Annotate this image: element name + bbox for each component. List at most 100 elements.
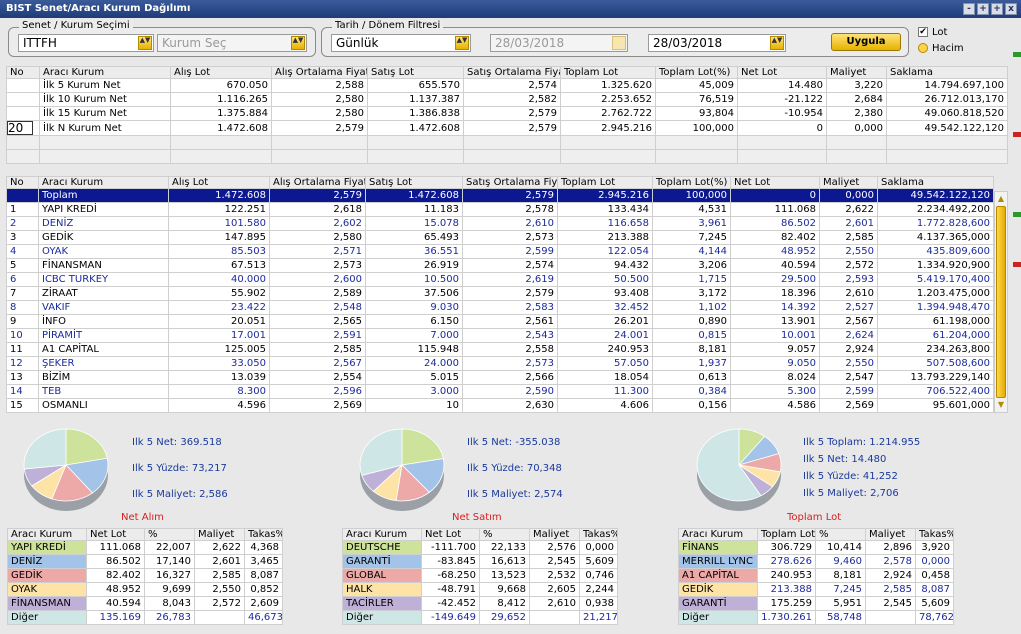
panel-row[interactable]: GARANTİ 175.259 5,951 2,545 5,609 [678, 596, 954, 611]
kurum-select[interactable]: Kurum Seç ▲▼ [157, 34, 307, 52]
apply-button[interactable]: Uygula [831, 33, 901, 51]
summary-header-cell[interactable]: Saklama [886, 66, 1008, 79]
period-dropdown-icon[interactable]: ▲▼ [455, 36, 469, 50]
close-button[interactable]: x [1005, 3, 1017, 15]
summary-header-cell[interactable]: Satış Lot [367, 66, 464, 79]
broker-header-cell[interactable]: Net Lot [730, 176, 820, 189]
lot-checkbox[interactable]: ✔ Lot [918, 27, 947, 38]
panel-row[interactable]: GEDİK 82.402 16,327 2,585 8,087 [7, 568, 283, 583]
end-date-dropdown-icon[interactable]: ▲▼ [770, 36, 784, 50]
panel-row[interactable]: GLOBAL -68.250 13,523 2,532 0,746 [342, 568, 618, 583]
broker-row[interactable]: 1 YAPI KREDİ 122.251 2,618 11.183 2,578 133.43… [6, 202, 994, 217]
broker-row[interactable]: 11 A1 CAPİTAL 125.005 2,585 115.948 2,558 240.… [6, 342, 994, 357]
panel-row[interactable]: Diğer 135.169 26,783 46,673 [7, 610, 283, 625]
broker-row[interactable]: 3 GEDİK 147.895 2,580 65.493 2,573 213.388 7,24… [6, 230, 994, 245]
panel-row[interactable]: DEUTSCHE -111.700 22,133 2,576 0,000 [342, 540, 618, 555]
senet-select[interactable]: ITTFH ▲▼ [18, 34, 154, 52]
panel-header-cell[interactable]: Toplam Lot [757, 528, 816, 541]
broker-row[interactable]: 13 BİZİM 13.039 2,554 5.015 2,566 18.054 0,613 8… [6, 370, 994, 385]
panel-row[interactable]: TACİRLER -42.452 8,412 2,610 0,938 [342, 596, 618, 611]
n-count-input[interactable]: 20 [7, 121, 33, 135]
panel-row[interactable]: HALK -48.791 9,668 2,605 2,244 [342, 582, 618, 597]
panel-header-cell[interactable]: Maliyet [865, 528, 916, 541]
summary-row[interactable]: İlk 15 Kurum Net 1.375.884 2,580 1.386.838 2… [6, 106, 1008, 121]
summary-header-cell[interactable]: Aracı Kurum [39, 66, 171, 79]
panel-cell: 0,000 [915, 554, 954, 569]
panel-row[interactable]: Diğer 1.730.261 58,748 78,762 [678, 610, 954, 625]
maximize-button[interactable]: + [991, 3, 1003, 15]
summary-header-cell[interactable]: Alış Ortalama Fiyat [271, 66, 368, 79]
broker-header-cell[interactable]: No [6, 176, 39, 189]
panel-header-cell[interactable]: Aracı Kurum [678, 528, 758, 541]
panel-header-cell[interactable]: Aracı Kurum [7, 528, 87, 541]
panel-row[interactable]: A1 CAPİTAL 240.953 8,181 2,924 0,458 [678, 568, 954, 583]
panel-row[interactable]: Diğer -149.649 29,652 21,217 [342, 610, 618, 625]
panel-row[interactable]: FİNANS 306.729 10,414 2,896 3,920 [678, 540, 954, 555]
broker-row[interactable]: 5 FİNANSMAN 67.513 2,573 26.919 2,574 94.432 3,… [6, 258, 994, 273]
panel-header-cell[interactable]: % [144, 528, 195, 541]
panel-header-cell[interactable]: Maliyet [194, 528, 245, 541]
broker-header-cell[interactable]: Alış Ortalama Fiyat [269, 176, 366, 189]
broker-row[interactable]: 4 OYAK 85.503 2,571 36.551 2,599 122.054 4,144 4… [6, 244, 994, 259]
period-select[interactable]: Günlük ▲▼ [331, 34, 471, 52]
scroll-up-icon[interactable]: ▲ [997, 194, 1005, 203]
panel-row[interactable]: YAPI KREDİ 111.068 22,007 2,622 4,368 [7, 540, 283, 555]
broker-table-scrollbar[interactable]: ▲ ▼ [994, 191, 1008, 413]
kurum-dropdown-icon[interactable]: ▲▼ [291, 36, 305, 50]
broker-header-cell[interactable]: Saklama [877, 176, 994, 189]
broker-header-cell[interactable]: Maliyet [819, 176, 878, 189]
start-date-field[interactable]: 28/03/2018 [490, 34, 628, 52]
end-date-field[interactable]: 28/03/2018 ▲▼ [648, 34, 786, 52]
summary-header-cell[interactable]: No [6, 66, 40, 79]
broker-header-cell[interactable]: Alış Lot [168, 176, 270, 189]
summary-row[interactable]: İlk 5 Kurum Net 670.050 2,588 655.570 2,574 1… [6, 78, 1008, 93]
scroll-thumb[interactable] [996, 206, 1006, 398]
panel-header-cell[interactable]: Takas% [579, 528, 618, 541]
panel-row[interactable]: DENİZ 86.502 17,140 2,601 3,465 [7, 554, 283, 569]
panel-header-cell[interactable]: % [479, 528, 530, 541]
broker-row[interactable]: 8 VAKIF 23.422 2,548 9.030 2,583 32.452 1,102 14… [6, 300, 994, 315]
panel-row[interactable]: FİNANSMAN 40.594 8,043 2,572 2,609 [7, 596, 283, 611]
summary-row[interactable]: İlk 10 Kurum Net 1.116.265 2,580 1.137.387 2… [6, 92, 1008, 107]
restore-button[interactable]: + [977, 3, 989, 15]
summary-header-cell[interactable]: Maliyet [826, 66, 887, 79]
panel-header-cell[interactable]: Aracı Kurum [342, 528, 422, 541]
broker-total-row[interactable]: Toplam 1.472.608 2,579 1.472.608 2,579 2.945.… [6, 188, 994, 203]
broker-row[interactable]: 12 ŞEKER 33.050 2,567 24.000 2,573 57.050 1,937… [6, 356, 994, 371]
broker-header-cell[interactable]: Toplam Lot(%) [652, 176, 731, 189]
panel-header-cell[interactable]: % [815, 528, 866, 541]
panel-row[interactable]: OYAK 48.952 9,699 2,550 0,852 [7, 582, 283, 597]
panel-header-cell[interactable]: Takas% [915, 528, 954, 541]
minimize-button[interactable]: - [963, 3, 975, 15]
broker-cell: 18.396 [730, 286, 820, 301]
panel-header-cell[interactable]: Maliyet [529, 528, 580, 541]
broker-row[interactable]: 15 OSMANLI 4.596 2,569 10 2,630 4.606 0,156 4.58… [6, 398, 994, 413]
summary-header-cell[interactable]: Toplam Lot [560, 66, 656, 79]
broker-row[interactable]: 6 ICBC TURKEY 40.000 2,600 10.500 2,619 50.500… [6, 272, 994, 287]
hacim-radio[interactable]: Hacim [918, 43, 964, 54]
start-date-icon[interactable] [612, 36, 626, 50]
scroll-down-icon[interactable]: ▼ [997, 400, 1005, 409]
summary-header-cell[interactable]: Satış Ortalama Fiyat [463, 66, 561, 79]
panel-row[interactable]: MERRILL LYNC 278.626 9,460 2,578 0,000 [678, 554, 954, 569]
broker-row[interactable]: 14 TEB 8.300 2,596 3.000 2,590 11.300 0,384 5.30… [6, 384, 994, 399]
broker-row[interactable]: 10 PİRAMİT 17.001 2,591 7.000 2,543 24.001 0,81… [6, 328, 994, 343]
summary-header-cell[interactable]: Net Lot [737, 66, 827, 79]
broker-header-cell[interactable]: Aracı Kurum [38, 176, 169, 189]
broker-header-cell[interactable]: Satış Ortalama Fiya [462, 176, 558, 189]
broker-row[interactable]: 2 DENİZ 101.580 2,602 15.078 2,610 116.658 3,96… [6, 216, 994, 231]
broker-header-cell[interactable]: Toplam Lot [557, 176, 653, 189]
broker-row[interactable]: 7 ZİRAAT 55.902 2,589 37.506 2,579 93.408 3,172… [6, 286, 994, 301]
panel-row[interactable]: GARANTİ -83.845 16,613 2,545 5,609 [342, 554, 618, 569]
summary-header-cell[interactable]: Alış Lot [170, 66, 272, 79]
senet-dropdown-icon[interactable]: ▲▼ [138, 36, 152, 50]
panel-header-cell[interactable]: Net Lot [421, 528, 480, 541]
broker-row[interactable]: 9 İNFO 20.051 2,565 6.150 2,561 26.201 0,890 13.… [6, 314, 994, 329]
panel-cell: FİNANSMAN [7, 596, 87, 611]
panel-header-cell[interactable]: Net Lot [86, 528, 145, 541]
panel-header-cell[interactable]: Takas% [244, 528, 283, 541]
summary-header-cell[interactable]: Toplam Lot(%) [655, 66, 738, 79]
panel-row[interactable]: GEDİK 213.388 7,245 2,585 8,087 [678, 582, 954, 597]
broker-header-cell[interactable]: Satış Lot [365, 176, 463, 189]
summary-row[interactable]: 20 İlk N Kurum Net 1.472.608 2,579 1.472.608… [6, 120, 1008, 136]
